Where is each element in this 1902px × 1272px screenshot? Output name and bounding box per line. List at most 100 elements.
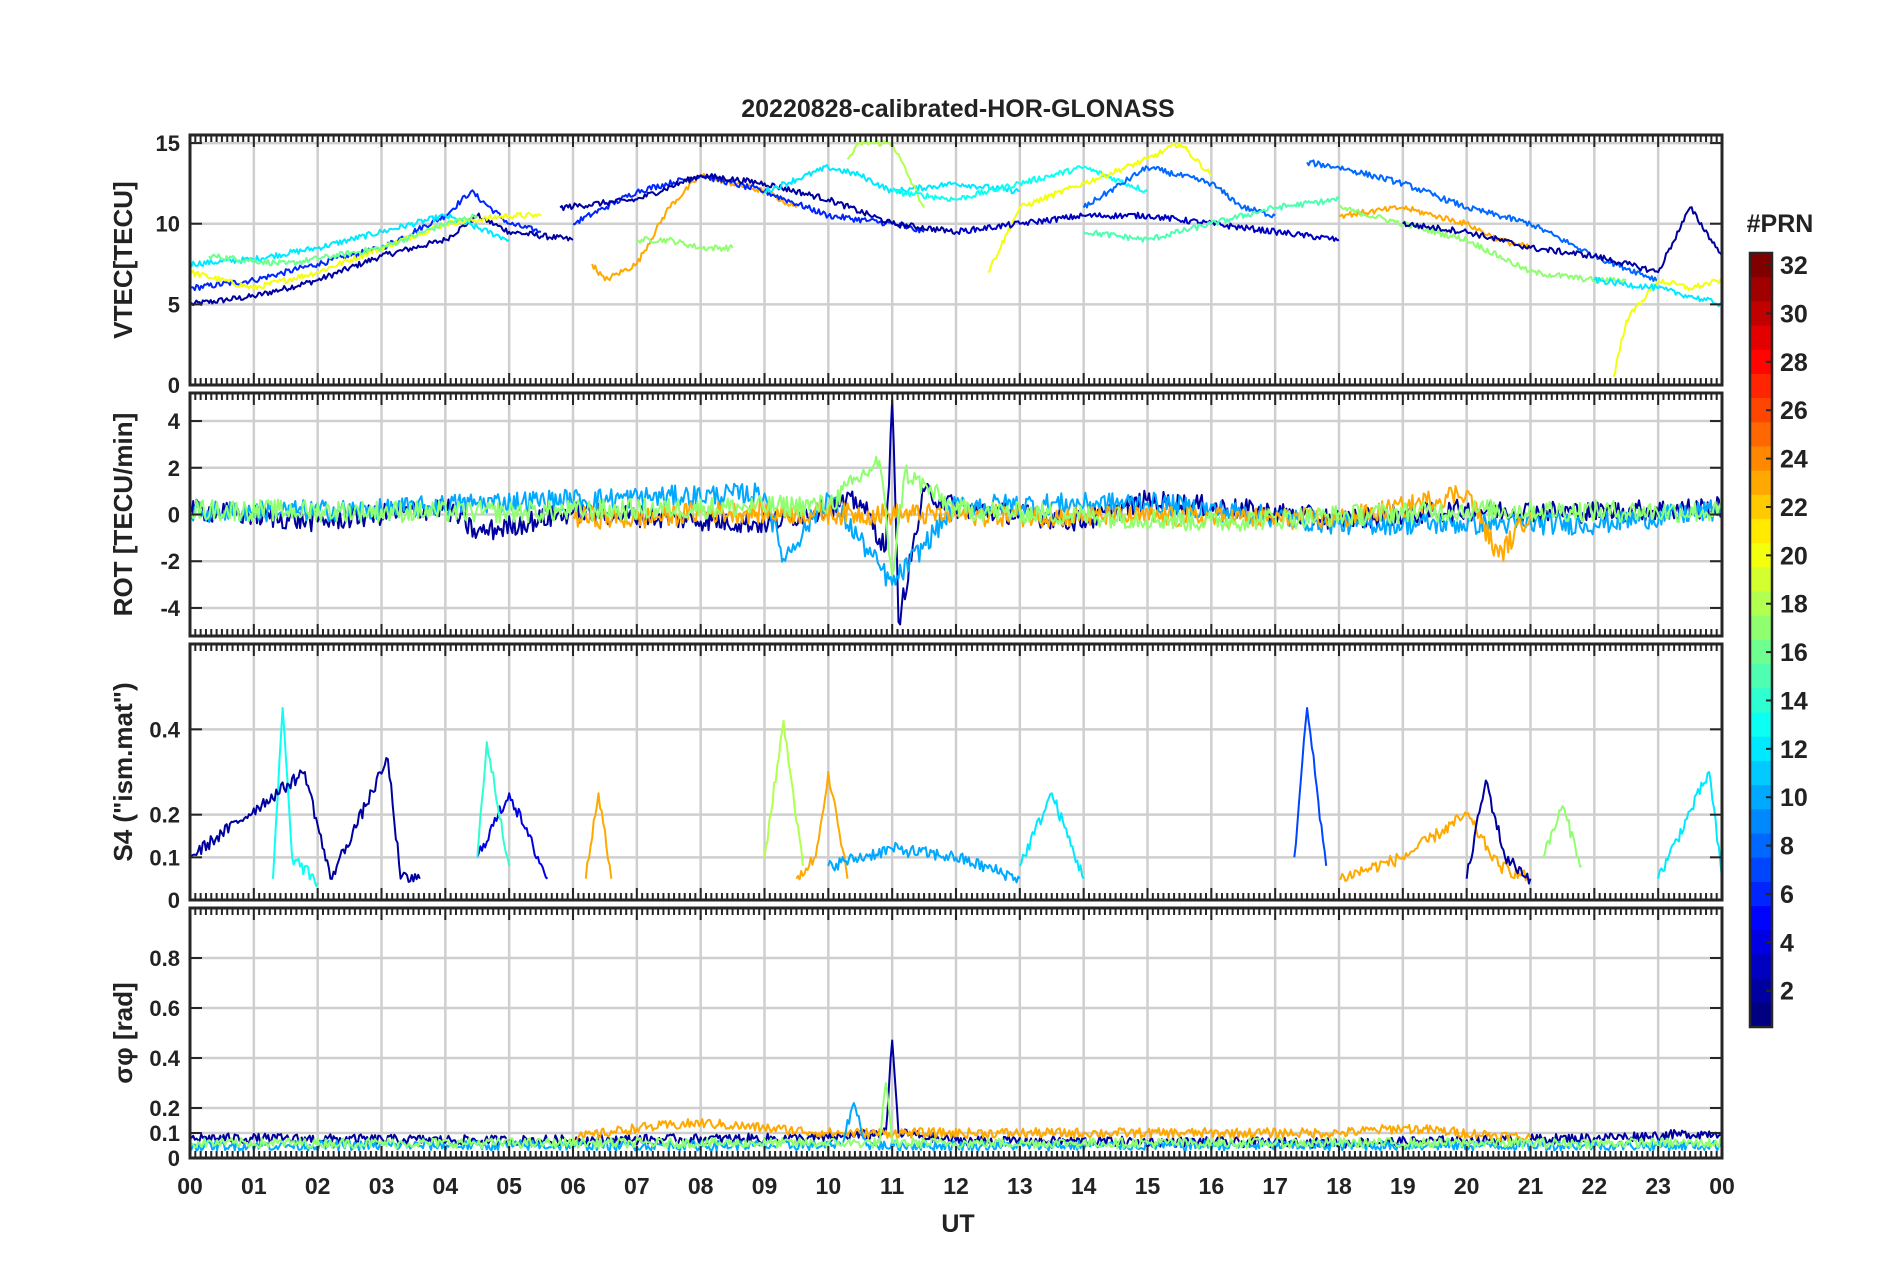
colorbar-swatch xyxy=(1750,422,1772,448)
series-line-prn-15 xyxy=(1082,196,1340,243)
colorbar-swatch xyxy=(1750,398,1772,423)
series-group xyxy=(190,139,1722,378)
series-line-prn-20 xyxy=(987,142,1212,273)
series-line-prn-8 xyxy=(1082,165,1276,219)
x-tick-label: 23 xyxy=(1645,1173,1671,1199)
colorbar-swatch xyxy=(1750,277,1772,302)
colorbar-swatch xyxy=(1750,567,1772,593)
x-tick-label: 13 xyxy=(1007,1173,1033,1199)
y-tick-label: 0.2 xyxy=(149,803,180,828)
colorbar-tick-label: 24 xyxy=(1780,446,1808,474)
x-tick-label: 06 xyxy=(560,1173,586,1199)
series-line-prn-18 xyxy=(763,719,804,866)
colorbar-swatch xyxy=(1750,494,1772,520)
y-tick-label: 15 xyxy=(156,131,180,156)
y-axis-label-rot: ROT [TECU/min] xyxy=(108,413,138,617)
colorbar-swatch xyxy=(1750,301,1772,327)
colorbar-swatch xyxy=(1750,591,1772,617)
x-tick-label: 02 xyxy=(305,1173,331,1199)
colorbar-tick-label: 26 xyxy=(1780,397,1808,425)
colorbar-tick-label: 12 xyxy=(1780,736,1808,764)
x-tick-label: 07 xyxy=(624,1173,650,1199)
y-tick-label: 0.2 xyxy=(149,1096,180,1121)
colorbar-swatch xyxy=(1750,640,1772,665)
x-tick-labels: 00 01 02 03 04 05 06 07 08 09 10 11 12 13 14 15 16 17 18 19… xyxy=(177,1173,1735,1199)
series-line-prn-17 xyxy=(1338,205,1627,284)
colorbar-tick-label: 18 xyxy=(1780,591,1808,619)
colorbar-swatch xyxy=(1750,543,1772,569)
x-tick-label: 22 xyxy=(1582,1173,1608,1199)
y-tick-label: 0.4 xyxy=(149,717,180,742)
x-tick-label: 16 xyxy=(1199,1173,1225,1199)
panel-sigma_phi: 00.10.2 0.4 0.6 0.8 σφ [rad] xyxy=(108,906,1724,1171)
y-axis-label-sigma_phi: σφ [rad] xyxy=(108,982,138,1083)
series-line-prn-17 xyxy=(190,455,1722,577)
x-tick-label: 18 xyxy=(1326,1173,1352,1199)
series-line-prn-23 xyxy=(584,792,613,879)
colorbar-tick-label: 28 xyxy=(1780,349,1808,377)
y-tick-label: 0 xyxy=(168,1146,180,1171)
x-tick-label: 00 xyxy=(1709,1173,1735,1199)
x-tick-label: 08 xyxy=(688,1173,714,1199)
colorbar-swatch xyxy=(1750,930,1772,956)
colorbar-swatch xyxy=(1750,470,1772,496)
y-tick-label: -2 xyxy=(160,549,180,574)
x-tick-label: 19 xyxy=(1390,1173,1416,1199)
x-tick-label: 21 xyxy=(1518,1173,1544,1199)
series-line-prn-17 xyxy=(636,236,734,252)
colorbar-tick-label: 2 xyxy=(1780,978,1794,1006)
series-group xyxy=(190,399,1722,626)
x-tick-label: 10 xyxy=(816,1173,842,1199)
x-tick-label: 01 xyxy=(241,1173,267,1199)
x-tick-label: 17 xyxy=(1262,1173,1288,1199)
colorbar-swatch xyxy=(1750,906,1772,931)
series-line-prn-20 xyxy=(190,211,542,291)
y-tick-label: 0.6 xyxy=(149,996,180,1021)
x-ticks xyxy=(189,393,1723,636)
x-tick-label: 05 xyxy=(496,1173,522,1199)
colorbar-tick-label: 14 xyxy=(1780,687,1808,715)
colorbar-tick-label: 6 xyxy=(1780,881,1794,909)
colorbar-tick-label: 16 xyxy=(1780,639,1808,667)
colorbar-tick-label: 32 xyxy=(1780,252,1808,280)
y-axis-label-s4: S4 ("ism.mat") xyxy=(108,682,138,861)
colorbar-swatch xyxy=(1750,519,1772,544)
x-ticks xyxy=(189,908,1723,1158)
y-tick-label: -4 xyxy=(160,596,180,621)
series-line-prn-13 xyxy=(272,707,319,887)
colorbar-swatch xyxy=(1750,373,1772,399)
colorbar-tick-label: 22 xyxy=(1780,494,1808,522)
y-tick-label: 2 xyxy=(168,456,180,481)
series-line-prn-3 xyxy=(955,211,1340,242)
series-line-prn-2 xyxy=(190,1039,1722,1149)
series-line-prn-12 xyxy=(1018,792,1085,880)
series-line-prn-12 xyxy=(1657,771,1722,879)
y-tick-label: 10 xyxy=(156,212,180,237)
colorbar-tick-label: 8 xyxy=(1780,833,1794,861)
series-line-prn-10 xyxy=(827,841,1021,884)
colorbar-swatch xyxy=(1750,1002,1772,1028)
colorbar-swatch xyxy=(1750,809,1772,835)
series-line-prn-23 xyxy=(1338,811,1532,882)
colorbar-swatch xyxy=(1750,664,1772,689)
colorbar-tick-label: 30 xyxy=(1780,300,1808,328)
x-tick-label: 04 xyxy=(433,1173,459,1199)
series-line-prn-16 xyxy=(208,213,479,267)
series-line-prn-14 xyxy=(476,741,511,867)
y-tick-label: 5 xyxy=(168,292,180,317)
colorbar-tick-label: 4 xyxy=(1780,929,1794,957)
colorbar-tick-label: 10 xyxy=(1780,784,1808,812)
colorbar-frame xyxy=(1748,251,1774,1029)
chart-title: 20220828-calibrated-HOR-GLONASS xyxy=(741,95,1174,123)
y-tick-label: 0.1 xyxy=(149,845,180,870)
colorbar-swatch xyxy=(1750,736,1772,762)
x-tick-label: 12 xyxy=(943,1173,969,1199)
series-line-prn-2 xyxy=(190,212,574,307)
x-tick-label: 14 xyxy=(1071,1173,1097,1199)
series-line-prn-23 xyxy=(795,771,849,881)
series-line-prn-18 xyxy=(846,139,925,209)
y-tick-label: 0 xyxy=(168,888,180,913)
series-line-prn-23 xyxy=(572,1118,1532,1144)
